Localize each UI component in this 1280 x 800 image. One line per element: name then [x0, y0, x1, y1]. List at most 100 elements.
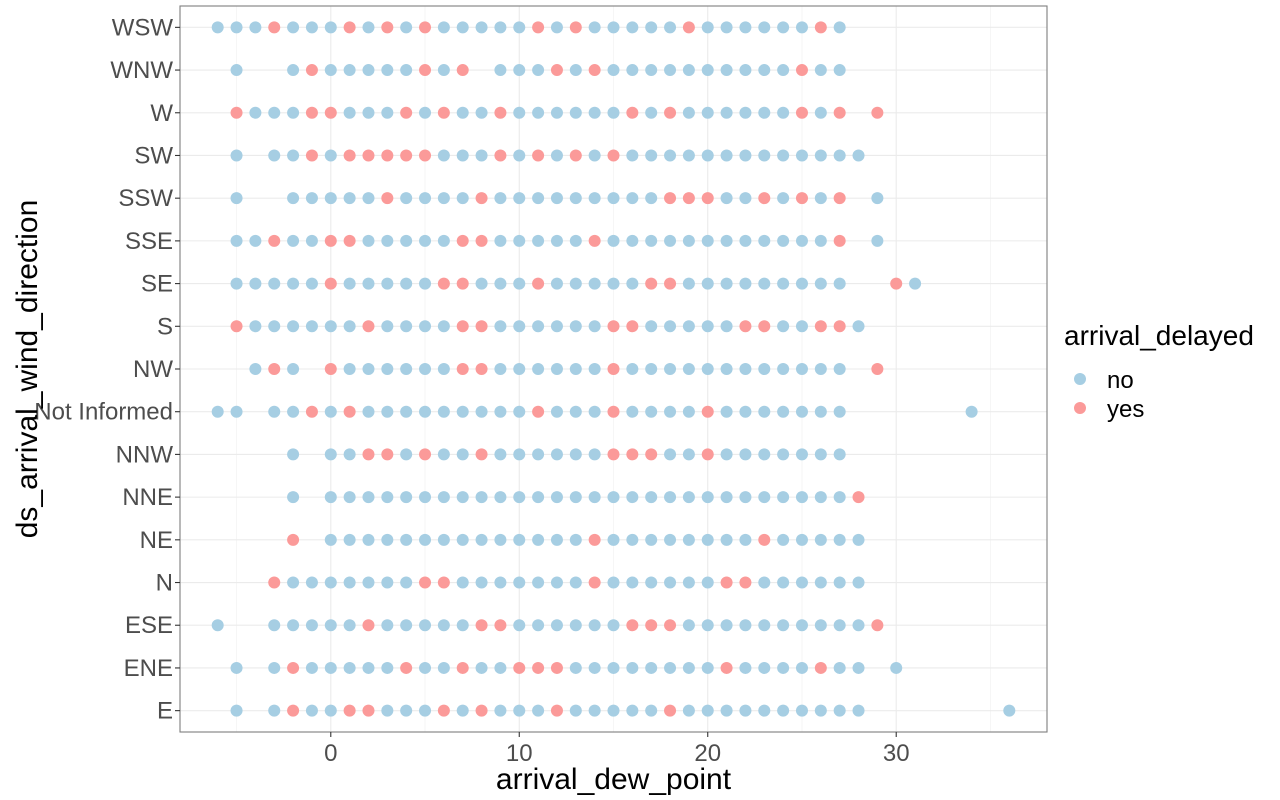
point-no — [400, 363, 413, 375]
point-no — [513, 320, 526, 333]
point-no — [758, 21, 771, 34]
point-no — [607, 661, 620, 674]
point-no — [532, 448, 545, 461]
point-no — [720, 192, 733, 205]
point-no — [852, 533, 865, 546]
point-yes — [569, 149, 582, 162]
point-no — [814, 363, 827, 375]
point-yes — [362, 320, 375, 333]
point-no — [739, 234, 752, 247]
point-no — [513, 277, 526, 290]
point-no — [645, 661, 658, 674]
point-no — [588, 277, 601, 290]
point-no — [513, 21, 526, 34]
point-no — [362, 533, 375, 546]
point-no — [381, 576, 394, 589]
point-yes — [513, 661, 526, 674]
point-no — [550, 320, 563, 333]
point-no — [739, 363, 752, 375]
point-no — [758, 106, 771, 119]
point-no — [324, 576, 337, 589]
point-no — [475, 405, 488, 418]
point-no — [249, 21, 262, 34]
point-no — [494, 277, 507, 290]
point-no — [833, 149, 846, 162]
point-no — [833, 277, 846, 290]
point-no — [607, 192, 620, 205]
point-no — [814, 704, 827, 717]
point-no — [720, 363, 733, 375]
point-no — [833, 448, 846, 461]
point-yes — [607, 149, 620, 162]
point-yes — [814, 661, 827, 674]
point-no — [419, 661, 432, 674]
point-no — [513, 491, 526, 504]
point-no — [437, 619, 450, 632]
point-no — [626, 491, 639, 504]
point-no — [871, 192, 884, 205]
point-no — [701, 533, 714, 546]
y-tick-label: N — [156, 570, 173, 597]
point-no — [814, 277, 827, 290]
point-no — [569, 192, 582, 205]
point-no — [550, 149, 563, 162]
point-no — [758, 405, 771, 418]
point-no — [626, 576, 639, 589]
point-no — [381, 405, 394, 418]
point-no — [645, 149, 658, 162]
x-tick-label: 20 — [694, 740, 721, 767]
point-yes — [664, 106, 677, 119]
point-no — [720, 448, 733, 461]
point-no — [249, 363, 262, 375]
point-no — [456, 576, 469, 589]
point-no — [230, 277, 243, 290]
point-no — [324, 619, 337, 632]
point-no — [701, 106, 714, 119]
point-no — [833, 661, 846, 674]
point-yes — [664, 704, 677, 717]
point-no — [419, 704, 432, 717]
point-yes — [362, 149, 375, 162]
point-no — [758, 448, 771, 461]
point-yes — [890, 277, 903, 290]
point-no — [532, 106, 545, 119]
point-no — [419, 106, 432, 119]
point-no — [305, 619, 318, 632]
point-no — [494, 320, 507, 333]
point-no — [833, 576, 846, 589]
point-no — [494, 192, 507, 205]
point-no — [607, 576, 620, 589]
point-no — [739, 661, 752, 674]
point-no — [626, 661, 639, 674]
point-no — [795, 363, 808, 375]
point-no — [569, 661, 582, 674]
point-no — [475, 106, 488, 119]
point-yes — [475, 320, 488, 333]
point-no — [324, 320, 337, 333]
point-no — [532, 363, 545, 375]
point-no — [852, 320, 865, 333]
point-no — [287, 405, 300, 418]
point-no — [287, 363, 300, 375]
point-yes — [645, 277, 658, 290]
point-yes — [305, 149, 318, 162]
point-yes — [682, 192, 695, 205]
point-no — [287, 64, 300, 77]
point-no — [607, 21, 620, 34]
point-no — [682, 320, 695, 333]
point-no — [588, 448, 601, 461]
point-no — [550, 21, 563, 34]
point-no — [532, 192, 545, 205]
point-no — [475, 277, 488, 290]
point-no — [381, 320, 394, 333]
point-no — [381, 491, 394, 504]
point-no — [287, 619, 300, 632]
point-yes — [701, 192, 714, 205]
point-no — [739, 405, 752, 418]
point-no — [381, 234, 394, 247]
point-yes — [814, 21, 827, 34]
point-no — [230, 64, 243, 77]
point-yes — [381, 149, 394, 162]
